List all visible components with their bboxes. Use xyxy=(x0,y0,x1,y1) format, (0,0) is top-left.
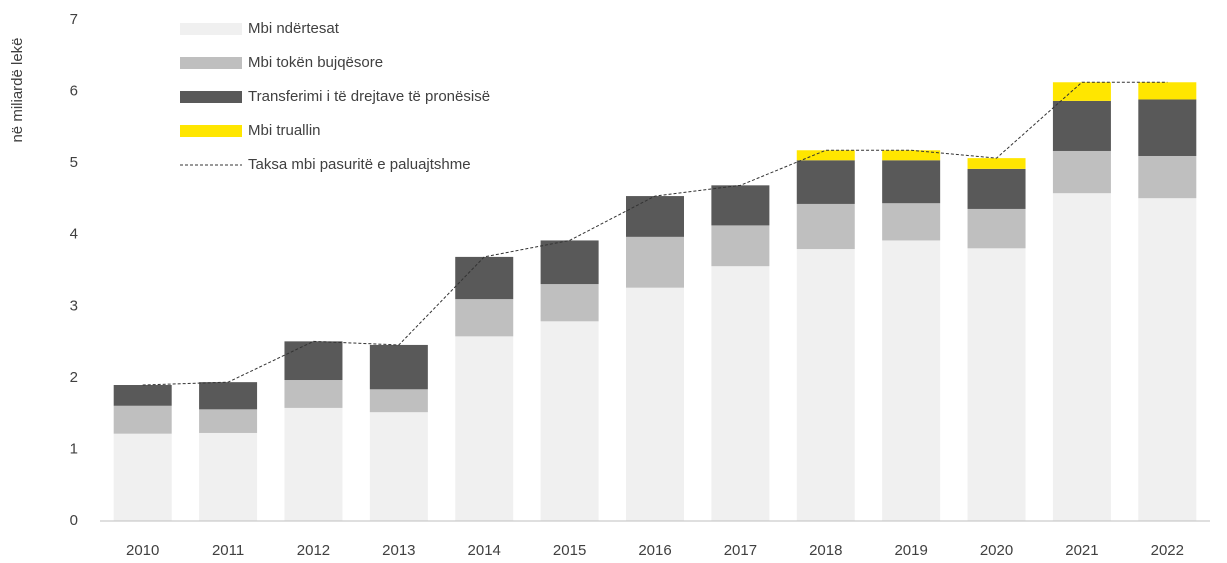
x-tick-label: 2013 xyxy=(382,542,415,559)
bar-segment xyxy=(113,433,172,521)
bar-segment xyxy=(113,405,172,434)
bar-segment xyxy=(796,160,855,204)
bar-segment xyxy=(796,150,855,161)
x-tick-label: 2022 xyxy=(1151,542,1184,559)
bar-segment xyxy=(626,236,684,288)
bar-segment xyxy=(369,412,428,521)
bar-segment xyxy=(882,160,941,204)
y-tick-label: 7 xyxy=(70,11,78,28)
x-tick-label: 2010 xyxy=(126,542,159,559)
legend-swatch xyxy=(180,57,242,69)
bar-segment xyxy=(113,385,172,406)
bar-segment xyxy=(199,432,258,521)
bar-segment xyxy=(284,341,343,381)
x-tick-label: 2011 xyxy=(212,542,244,559)
bar-segment xyxy=(796,249,855,521)
legend-label: Mbi ndërtesat xyxy=(248,20,340,37)
legend-label: Transferimi i të drejtave të pronësisë xyxy=(248,88,490,105)
y-tick-label: 3 xyxy=(70,297,78,314)
bar-segment xyxy=(1138,99,1197,156)
y-tick-label: 2 xyxy=(70,369,78,386)
bar-segment xyxy=(369,389,428,413)
bar-segment xyxy=(1052,100,1111,151)
bar-segment xyxy=(284,407,343,521)
bar-segment xyxy=(796,203,855,250)
bar-segment xyxy=(882,240,941,521)
bar-segment xyxy=(882,203,941,241)
x-tick-label: 2020 xyxy=(980,542,1013,559)
y-tick-label: 5 xyxy=(70,154,78,171)
bar-segment xyxy=(967,158,1026,169)
legend-swatch xyxy=(180,125,242,137)
legend-label: Mbi tokën bujqësore xyxy=(248,54,383,71)
bar-segment xyxy=(967,168,1026,209)
x-tick-label: 2021 xyxy=(1065,542,1098,559)
bar-segment xyxy=(967,248,1026,521)
x-tick-label: 2015 xyxy=(553,542,586,559)
x-tick-label: 2012 xyxy=(297,542,330,559)
bar-segment xyxy=(455,256,514,300)
bar-segment xyxy=(711,266,770,521)
bar-segment xyxy=(626,287,684,521)
y-tick-label: 6 xyxy=(70,83,78,100)
bar-segment xyxy=(199,409,258,433)
x-tick-label: 2014 xyxy=(468,542,501,559)
bar-segment xyxy=(967,208,1026,249)
bar-segment xyxy=(284,380,343,408)
legend-label: Taksa mbi pasuritë e paluajtshme xyxy=(248,156,471,173)
total-line xyxy=(142,81,1168,386)
legend-swatch xyxy=(180,91,242,103)
bar-segment xyxy=(711,225,770,267)
x-tick-label: 2016 xyxy=(638,542,671,559)
x-tick-label: 2019 xyxy=(894,542,927,559)
bar-segment xyxy=(455,336,514,521)
y-tick-label: 1 xyxy=(70,440,78,457)
bar-segment xyxy=(1052,193,1111,521)
bar-segment xyxy=(369,344,428,390)
y-tick-label: 4 xyxy=(70,226,78,243)
legend-label: Mbi truallin xyxy=(248,122,321,139)
bar-segment xyxy=(1138,198,1197,521)
legend-swatch xyxy=(180,23,242,35)
bar-segment xyxy=(882,150,941,161)
bar-segment xyxy=(540,284,599,322)
x-tick-label: 2018 xyxy=(809,542,842,559)
bar-segment xyxy=(626,196,684,237)
y-tick-label: 0 xyxy=(70,512,78,529)
bar-segment xyxy=(455,299,514,337)
bar-segment xyxy=(540,321,599,521)
bar-segment xyxy=(1052,82,1111,101)
x-tick-label: 2017 xyxy=(724,542,757,559)
bar-segment xyxy=(540,240,599,285)
y-axis-label: në miliardë lekë xyxy=(9,37,26,142)
bar-segment xyxy=(199,382,258,410)
bar-segment xyxy=(1052,150,1111,194)
bar-segment xyxy=(711,185,770,226)
bar-segment xyxy=(1138,82,1197,100)
bar-segment xyxy=(1138,155,1197,199)
